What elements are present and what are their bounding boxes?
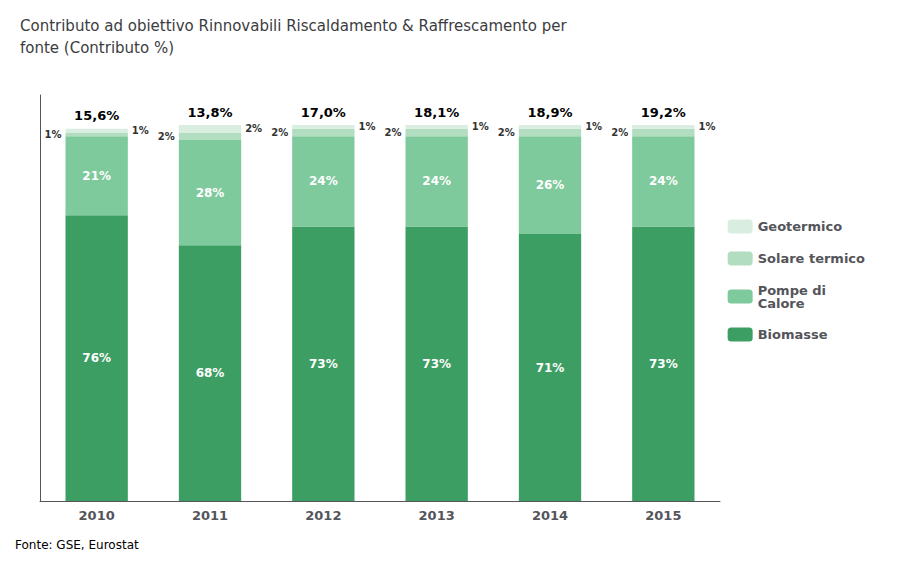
- svg-text:2%: 2%: [498, 127, 515, 138]
- svg-text:1%: 1%: [45, 129, 62, 140]
- svg-text:Contributo ad obiettivo Rinnov: Contributo ad obiettivo Rinnovabili Risc…: [20, 17, 567, 35]
- svg-text:Calore: Calore: [758, 296, 805, 311]
- svg-text:15,6%: 15,6%: [74, 108, 119, 123]
- svg-text:24%: 24%: [649, 174, 678, 188]
- svg-text:fonte (Contributo %): fonte (Contributo %): [20, 39, 174, 57]
- svg-text:1%: 1%: [132, 125, 149, 136]
- svg-text:2012: 2012: [305, 508, 341, 523]
- svg-text:1%: 1%: [472, 121, 489, 132]
- svg-text:Solare termico: Solare termico: [758, 251, 865, 266]
- svg-text:1%: 1%: [585, 121, 602, 132]
- svg-text:76%: 76%: [82, 351, 111, 365]
- svg-text:18,1%: 18,1%: [414, 105, 459, 120]
- svg-text:28%: 28%: [196, 186, 225, 200]
- svg-text:Pompe di: Pompe di: [757, 282, 827, 298]
- svg-text:Geotermico: Geotermico: [758, 219, 843, 234]
- svg-text:1%: 1%: [359, 121, 376, 132]
- svg-text:2014: 2014: [532, 508, 568, 523]
- svg-text:2%: 2%: [385, 127, 402, 138]
- svg-text:13,8%: 13,8%: [187, 105, 232, 120]
- svg-text:73%: 73%: [649, 357, 678, 371]
- svg-text:2013: 2013: [419, 508, 455, 523]
- svg-text:2%: 2%: [245, 123, 262, 134]
- svg-text:73%: 73%: [309, 357, 338, 371]
- svg-text:24%: 24%: [309, 174, 338, 188]
- svg-text:Biomasse: Biomasse: [758, 327, 828, 342]
- svg-text:2%: 2%: [158, 131, 175, 142]
- svg-text:71%: 71%: [536, 361, 565, 375]
- svg-text:26%: 26%: [536, 178, 565, 192]
- svg-text:2%: 2%: [271, 127, 288, 138]
- svg-text:1%: 1%: [699, 121, 716, 132]
- svg-text:24%: 24%: [422, 174, 451, 188]
- svg-text:68%: 68%: [196, 366, 225, 380]
- svg-text:17,0%: 17,0%: [301, 105, 346, 120]
- svg-text:2011: 2011: [192, 508, 228, 523]
- svg-text:18,9%: 18,9%: [527, 105, 572, 120]
- svg-text:2010: 2010: [79, 508, 115, 523]
- svg-text:19,2%: 19,2%: [641, 105, 686, 120]
- svg-text:73%: 73%: [422, 357, 451, 371]
- svg-text:21%: 21%: [82, 169, 111, 183]
- svg-text:Fonte: GSE, Eurostat: Fonte: GSE, Eurostat: [15, 538, 139, 552]
- svg-text:2%: 2%: [611, 127, 628, 138]
- svg-text:2015: 2015: [645, 508, 681, 523]
